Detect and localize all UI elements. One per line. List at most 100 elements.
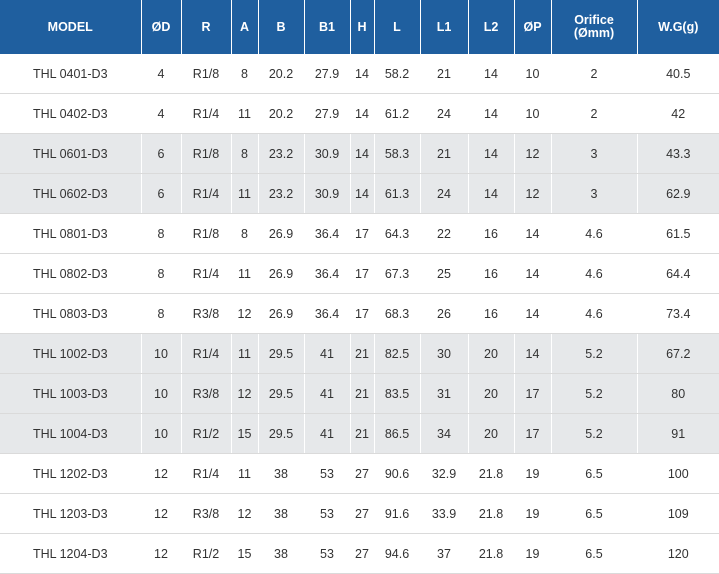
value-cell: 83.5 <box>374 373 421 414</box>
table-row: THL 1204-D3 12 R1/2 15 38 53 27 94.6 37 21.8 19 6.5… <box>0 533 719 574</box>
value-cell: R1/8 <box>181 54 232 94</box>
value-cell: R3/8 <box>181 493 232 534</box>
value-cell: 12 <box>514 173 552 214</box>
model-cell: THL 0801-D3 <box>0 213 142 254</box>
table-row: THL 0803-D3 8 R3/8 12 26.9 36.4 17 68.3 26 16 14 4.… <box>0 293 719 334</box>
value-cell: 26.9 <box>258 293 305 334</box>
table-row: THL 1003-D3 10 R3/8 12 29.5 41 21 83.5 31 20 17 5.2… <box>0 373 719 414</box>
column-header-4: B <box>258 0 305 54</box>
value-cell: 29.5 <box>258 413 305 454</box>
value-cell: 53 <box>304 533 351 574</box>
value-cell: 37 <box>420 533 469 574</box>
value-cell: 14 <box>514 293 552 334</box>
value-cell: 15 <box>231 413 259 454</box>
value-cell: 29.5 <box>258 373 305 414</box>
value-cell: 14 <box>468 54 515 94</box>
value-cell: 20.2 <box>258 93 305 134</box>
value-cell: 17 <box>350 213 375 254</box>
model-cell: THL 0803-D3 <box>0 293 142 334</box>
value-cell: 14 <box>350 54 375 94</box>
value-cell: R1/4 <box>181 333 232 374</box>
value-cell: 21.8 <box>468 453 515 494</box>
value-cell: 10 <box>514 93 552 134</box>
table-body: THL 0401-D3 4 R1/8 8 20.2 27.9 14 58.2 21 14 10 2 40… <box>0 54 719 574</box>
value-cell: 38 <box>258 493 305 534</box>
value-cell: 90.6 <box>374 453 421 494</box>
value-cell: 4.6 <box>551 253 638 294</box>
value-cell: 17 <box>514 373 552 414</box>
value-cell: 8 <box>141 293 182 334</box>
column-header-5: B1 <box>304 0 351 54</box>
table-row: THL 0801-D3 8 R1/8 8 26.9 36.4 17 64.3 22 16 14 4.6… <box>0 213 719 254</box>
table-row: THL 1004-D3 10 R1/2 15 29.5 41 21 86.5 34 20 17 5.2… <box>0 413 719 454</box>
value-cell: R1/4 <box>181 453 232 494</box>
value-cell: 30.9 <box>304 173 351 214</box>
value-cell: 34 <box>420 413 469 454</box>
column-header-12: W.G(g) <box>637 0 719 54</box>
value-cell: 58.3 <box>374 133 421 174</box>
value-cell: 19 <box>514 533 552 574</box>
value-cell: 21 <box>350 373 375 414</box>
value-cell: 20 <box>468 373 515 414</box>
value-cell: 32.9 <box>420 453 469 494</box>
value-cell: 4.6 <box>551 213 638 254</box>
value-cell: 26.9 <box>258 213 305 254</box>
value-cell: 12 <box>141 533 182 574</box>
value-cell: 10 <box>514 54 552 94</box>
value-cell: 8 <box>231 213 259 254</box>
value-cell: 22 <box>420 213 469 254</box>
value-cell: 8 <box>141 213 182 254</box>
value-cell: 24 <box>420 173 469 214</box>
value-cell: 6 <box>141 173 182 214</box>
value-cell: 53 <box>304 493 351 534</box>
table-row: THL 0602-D3 6 R1/4 11 23.2 30.9 14 61.3 24 14 12 3 6… <box>0 173 719 214</box>
value-cell: 21.8 <box>468 533 515 574</box>
value-cell: R1/8 <box>181 213 232 254</box>
value-cell: 3 <box>551 173 638 214</box>
model-cell: THL 0401-D3 <box>0 54 142 94</box>
value-cell: 42 <box>637 93 719 134</box>
value-cell: 27.9 <box>304 93 351 134</box>
value-cell: 23.2 <box>258 173 305 214</box>
table-row: THL 1203-D3 12 R3/8 12 38 53 27 91.6 33.9 21.8 19 6… <box>0 493 719 534</box>
value-cell: 61.2 <box>374 93 421 134</box>
column-header-2: R <box>181 0 232 54</box>
value-cell: 14 <box>468 93 515 134</box>
value-cell: 4 <box>141 54 182 94</box>
value-cell: 16 <box>468 293 515 334</box>
value-cell: 14 <box>350 173 375 214</box>
value-cell: 24 <box>420 93 469 134</box>
value-cell: 91 <box>637 413 719 454</box>
value-cell: 12 <box>141 453 182 494</box>
value-cell: 12 <box>141 493 182 534</box>
value-cell: 11 <box>231 253 259 294</box>
value-cell: 16 <box>468 213 515 254</box>
header-row: MODEL ØD R A B B1 H L L1 L2 ØP Orifice (Ømm) W.G(g) <box>0 0 719 54</box>
value-cell: 64.4 <box>637 253 719 294</box>
value-cell: 36.4 <box>304 293 351 334</box>
model-cell: THL 0402-D3 <box>0 93 142 134</box>
value-cell: 120 <box>637 533 719 574</box>
value-cell: 67.2 <box>637 333 719 374</box>
value-cell: R1/8 <box>181 133 232 174</box>
value-cell: 5.2 <box>551 333 638 374</box>
column-header-0: MODEL <box>0 0 142 54</box>
value-cell: 29.5 <box>258 333 305 374</box>
value-cell: 21.8 <box>468 493 515 534</box>
value-cell: 86.5 <box>374 413 421 454</box>
value-cell: 26.9 <box>258 253 305 294</box>
value-cell: 6.5 <box>551 493 638 534</box>
value-cell: 30 <box>420 333 469 374</box>
column-header-9: L2 <box>468 0 515 54</box>
value-cell: 27 <box>350 493 375 534</box>
value-cell: 61.5 <box>637 213 719 254</box>
value-cell: 5.2 <box>551 413 638 454</box>
value-cell: 67.3 <box>374 253 421 294</box>
value-cell: 100 <box>637 453 719 494</box>
value-cell: 10 <box>141 373 182 414</box>
model-cell: THL 1202-D3 <box>0 453 142 494</box>
table-header: MODEL ØD R A B B1 H L L1 L2 ØP Orifice (Ømm) W.G(g) <box>0 0 719 54</box>
table-row: THL 1202-D3 12 R1/4 11 38 53 27 90.6 32.9 21.8 19 6… <box>0 453 719 494</box>
value-cell: 62.9 <box>637 173 719 214</box>
